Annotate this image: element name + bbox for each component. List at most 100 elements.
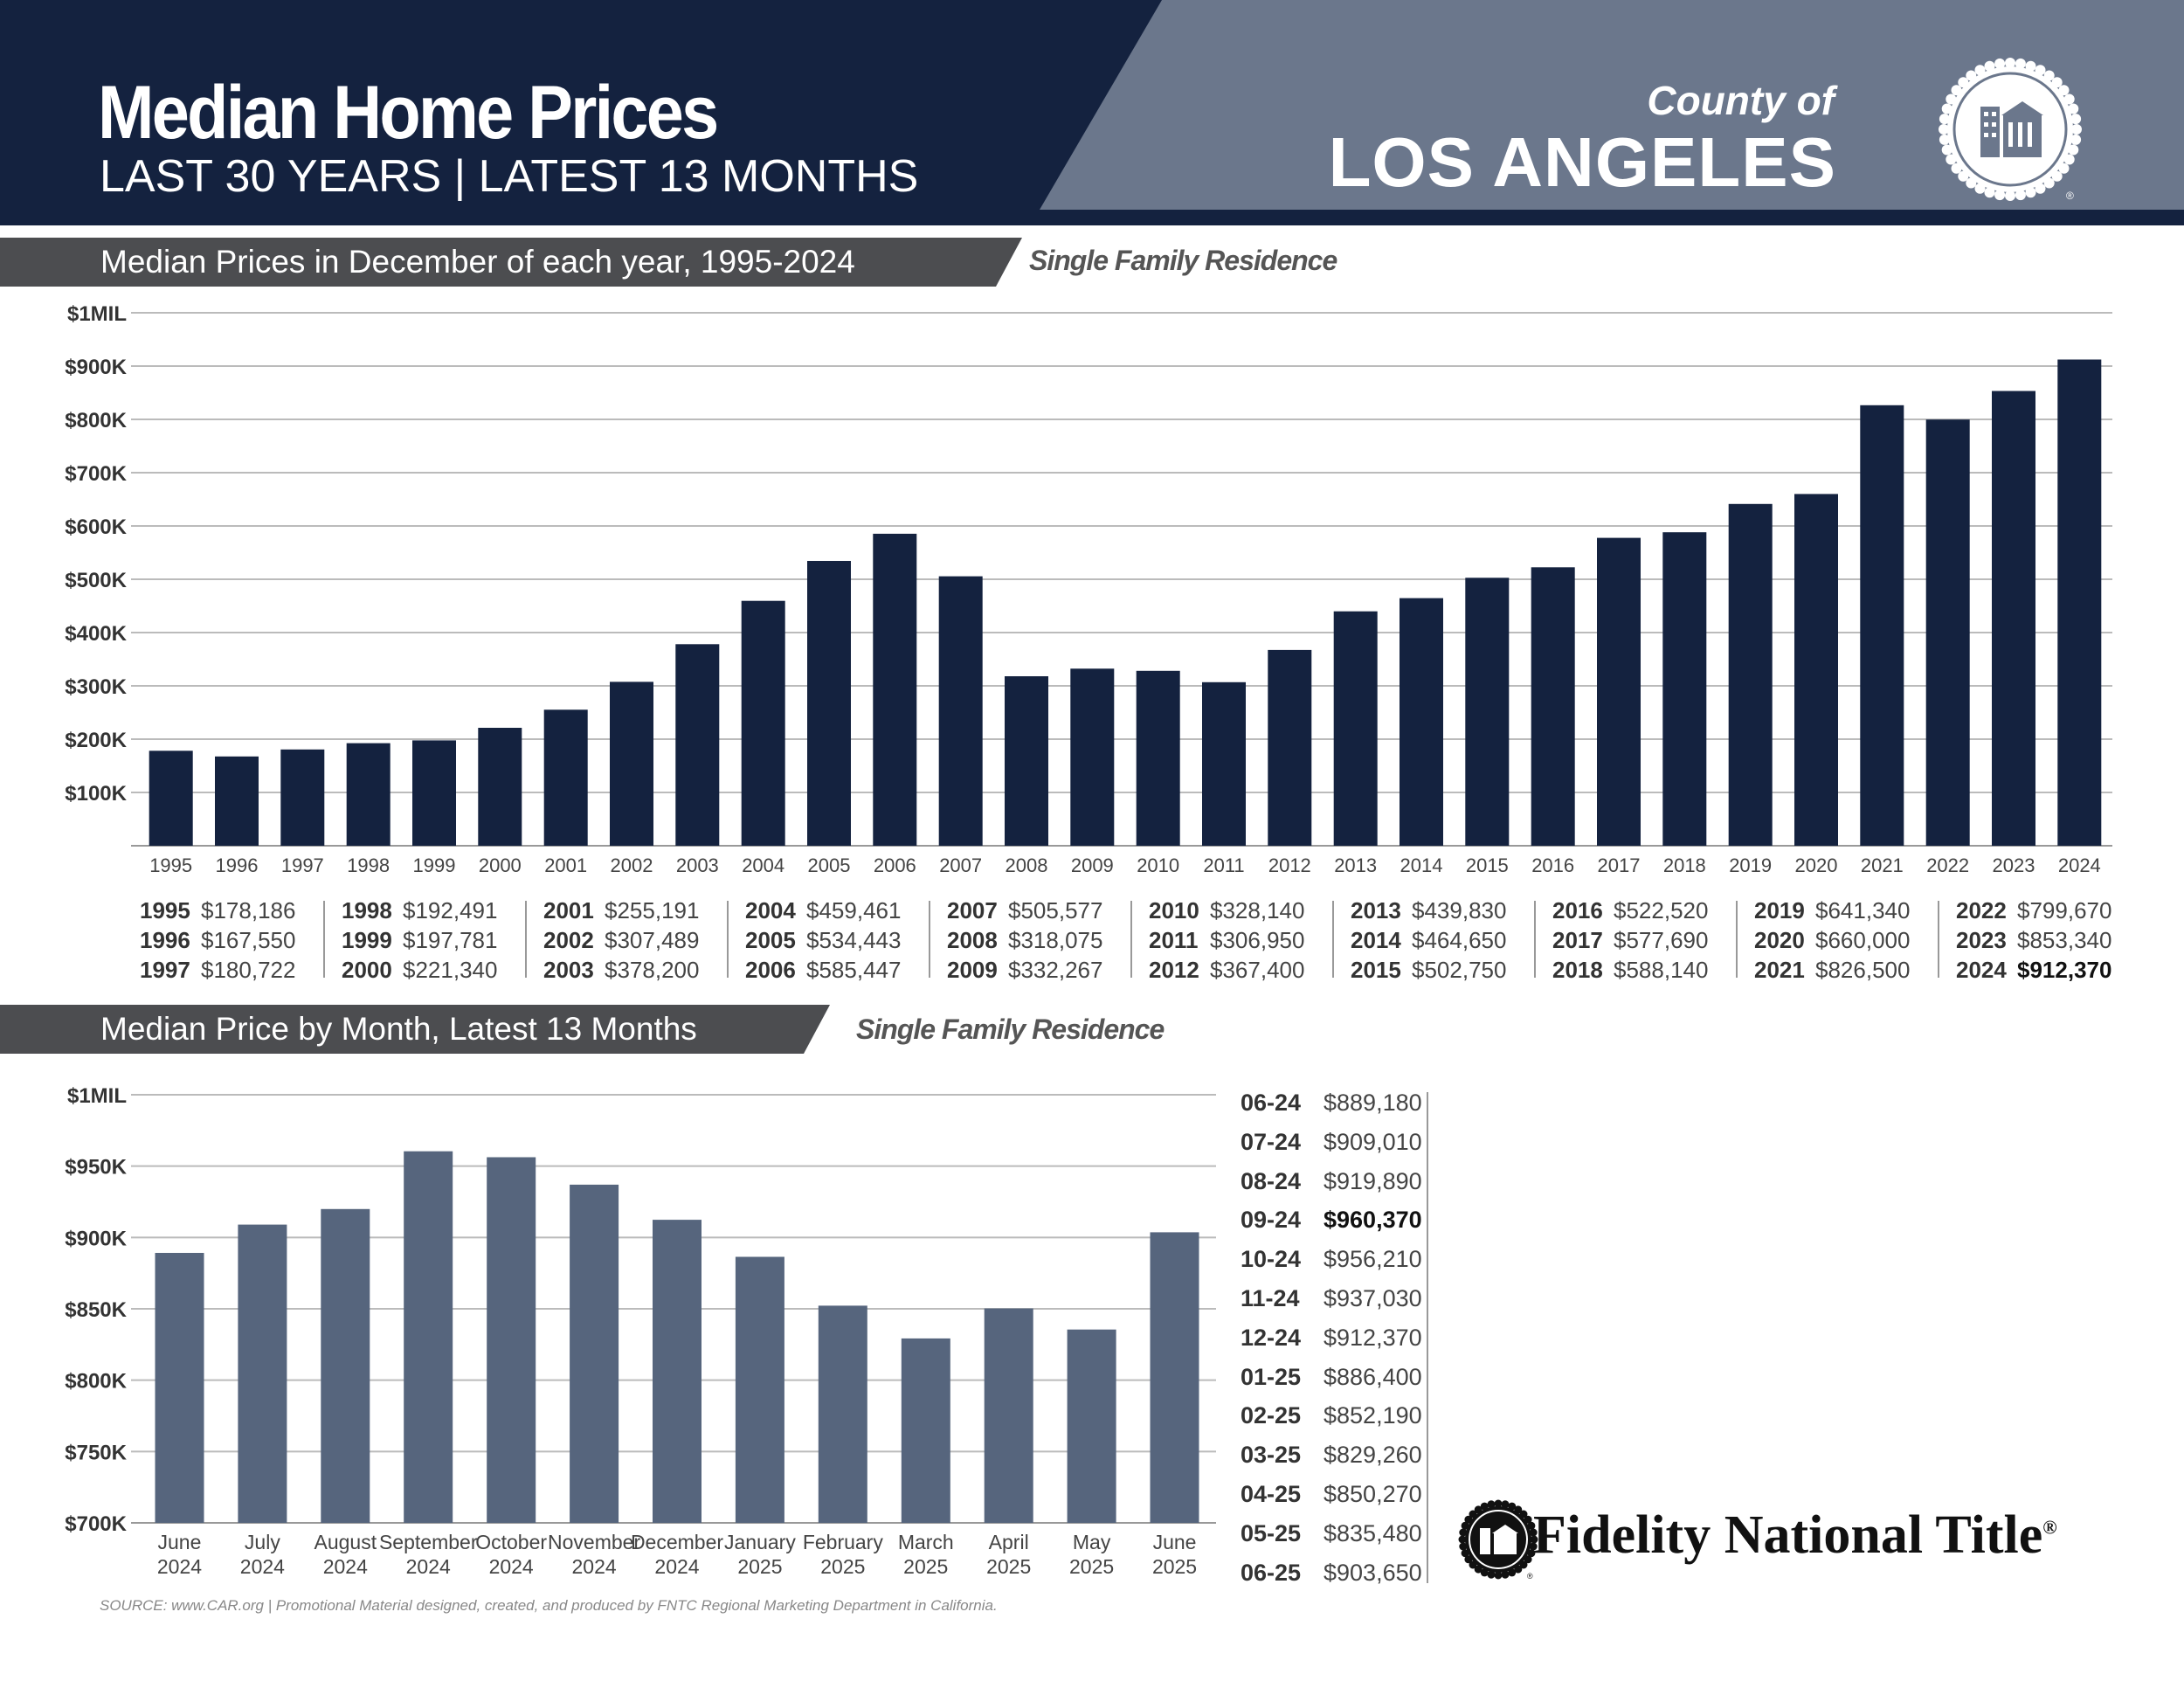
- annual-table-row: 2022 $799,670: [1956, 896, 2111, 925]
- annual-table-row: 2011 $306,950: [1149, 925, 1304, 955]
- bar: [1860, 405, 1904, 846]
- price-value: $464,650: [1412, 927, 1507, 953]
- month-label: 04-25: [1241, 1480, 1302, 1507]
- bar: [610, 681, 653, 846]
- x-tick-label: June: [158, 1531, 202, 1553]
- year-label: 2018: [1552, 957, 1603, 983]
- price-value: $799,670: [2017, 897, 2112, 924]
- x-tick-label: July: [245, 1531, 280, 1553]
- month-label: 09-24: [1241, 1207, 1302, 1234]
- header-dark-panel: [0, 0, 1162, 225]
- price-value: $306,950: [1210, 927, 1305, 953]
- year-label: 2021: [1754, 957, 1805, 983]
- source-note: SOURCE: www.CAR.org | Promotional Materi…: [100, 1597, 998, 1614]
- annual-table-column: 2004 $459,461 2005 $534,443 2006 $585,447: [745, 896, 901, 983]
- annual-section-tag: Single Family Residence: [1029, 245, 1337, 276]
- bar: [2057, 359, 2102, 846]
- annual-table-row: 2003 $378,200: [543, 955, 699, 985]
- annual-table-row: 2001 $255,191: [543, 896, 699, 925]
- monthly-table-row: 03-25 $829,260: [1241, 1435, 1441, 1475]
- annual-table-row: 2020 $660,000: [1754, 925, 1910, 955]
- year-label: 2020: [1754, 927, 1805, 953]
- x-tick-label: 2024: [406, 1555, 451, 1578]
- month-label: 10-24: [1241, 1246, 1302, 1273]
- annual-table-row: 2019 $641,340: [1754, 896, 1910, 925]
- page-title: Median Home Prices: [98, 71, 719, 155]
- monthly-table-row: 06-24 $889,180: [1241, 1083, 1441, 1123]
- annual-table-row: 2015 $502,750: [1351, 955, 1506, 985]
- year-label: 2017: [1552, 927, 1603, 953]
- x-tick-label: April: [989, 1531, 1029, 1553]
- bar: [984, 1308, 1033, 1523]
- x-tick-label: 2024: [157, 1555, 202, 1578]
- year-label: 2022: [1956, 897, 2007, 924]
- y-tick-label: $900K: [65, 356, 127, 379]
- bar: [321, 1208, 370, 1523]
- x-tick-label: June: [1153, 1531, 1197, 1553]
- year-label: 2001: [543, 897, 594, 924]
- monthly-section-title: Median Price by Month, Latest 13 Months: [100, 1011, 697, 1047]
- x-tick-label: 1996: [216, 854, 259, 876]
- x-tick-label: 1998: [347, 854, 390, 876]
- price-value: $367,400: [1210, 957, 1305, 983]
- monthly-table-row: 05-25 $835,480: [1241, 1514, 1441, 1553]
- bar: [1662, 532, 1707, 846]
- year-label: 1998: [342, 897, 392, 924]
- x-tick-label: 1997: [281, 854, 324, 876]
- x-tick-label: 2025: [903, 1555, 948, 1578]
- monthly-table-row: 04-25 $850,270: [1241, 1475, 1441, 1514]
- price-value: $577,690: [1614, 927, 1709, 953]
- x-tick-label: 2018: [1663, 854, 1706, 876]
- year-label: 1995: [140, 897, 190, 924]
- bar: [1597, 537, 1641, 846]
- bar: [1005, 676, 1048, 846]
- x-tick-label: 2011: [1203, 854, 1244, 876]
- bar: [1728, 503, 1773, 846]
- price-value: $641,340: [1815, 897, 1911, 924]
- annual-table-row: 2005 $534,443: [745, 925, 901, 955]
- price-value: $192,491: [403, 897, 498, 924]
- annual-table-divider: [1534, 901, 1536, 978]
- annual-table-column: 2001 $255,191 2002 $307,489 2003 $378,200: [543, 896, 699, 983]
- x-tick-label: 2024: [240, 1555, 285, 1578]
- monthly-bar-chart: $700K$750K$800K$850K$900K$950K$1MILJune2…: [65, 1084, 1216, 1578]
- x-tick-label: 2017: [1598, 854, 1641, 876]
- x-tick-label: 2002: [611, 854, 653, 876]
- y-tick-label: $750K: [65, 1441, 127, 1464]
- bar: [280, 749, 325, 846]
- year-label: 1999: [342, 927, 392, 953]
- annual-table-divider: [1332, 901, 1334, 978]
- annual-table-row: 2004 $459,461: [745, 896, 901, 925]
- y-tick-label: $1MIL: [67, 302, 127, 326]
- price-value: $505,577: [1008, 897, 1103, 924]
- year-label: 2010: [1149, 897, 1199, 924]
- annual-table-row: 2024 $912,370: [1956, 955, 2111, 985]
- year-label: 2005: [745, 927, 796, 953]
- x-tick-label: 2008: [1006, 854, 1048, 876]
- x-tick-label: 2024: [489, 1555, 534, 1578]
- x-tick-label: 2025: [1152, 1555, 1197, 1578]
- annual-table-row: 1996 $167,550: [140, 925, 295, 955]
- price-value: $903,650: [1324, 1559, 1422, 1586]
- x-tick-label: 2003: [676, 854, 719, 876]
- annual-table-row: 2008 $318,075: [947, 925, 1102, 955]
- price-value: $318,075: [1008, 927, 1103, 953]
- monthly-table-row: 07-24 $909,010: [1241, 1123, 1441, 1162]
- bar: [155, 1253, 204, 1523]
- x-tick-label: 2024: [323, 1555, 368, 1578]
- annual-table-divider: [323, 901, 325, 978]
- bar: [1794, 494, 1838, 846]
- price-value: $328,140: [1210, 897, 1305, 924]
- year-label: 1996: [140, 927, 190, 953]
- bar: [478, 728, 522, 846]
- annual-table-divider: [727, 901, 729, 978]
- price-value: $534,443: [806, 927, 902, 953]
- bar: [1925, 419, 1970, 846]
- price-value: $909,010: [1324, 1128, 1422, 1155]
- year-label: 2000: [342, 957, 392, 983]
- x-tick-label: 2023: [1993, 854, 2035, 876]
- x-tick-label: 2009: [1071, 854, 1114, 876]
- x-tick-label: 2001: [544, 854, 587, 876]
- y-tick-label: $900K: [65, 1227, 127, 1250]
- annual-section-title: Median Prices in December of each year, …: [100, 244, 855, 280]
